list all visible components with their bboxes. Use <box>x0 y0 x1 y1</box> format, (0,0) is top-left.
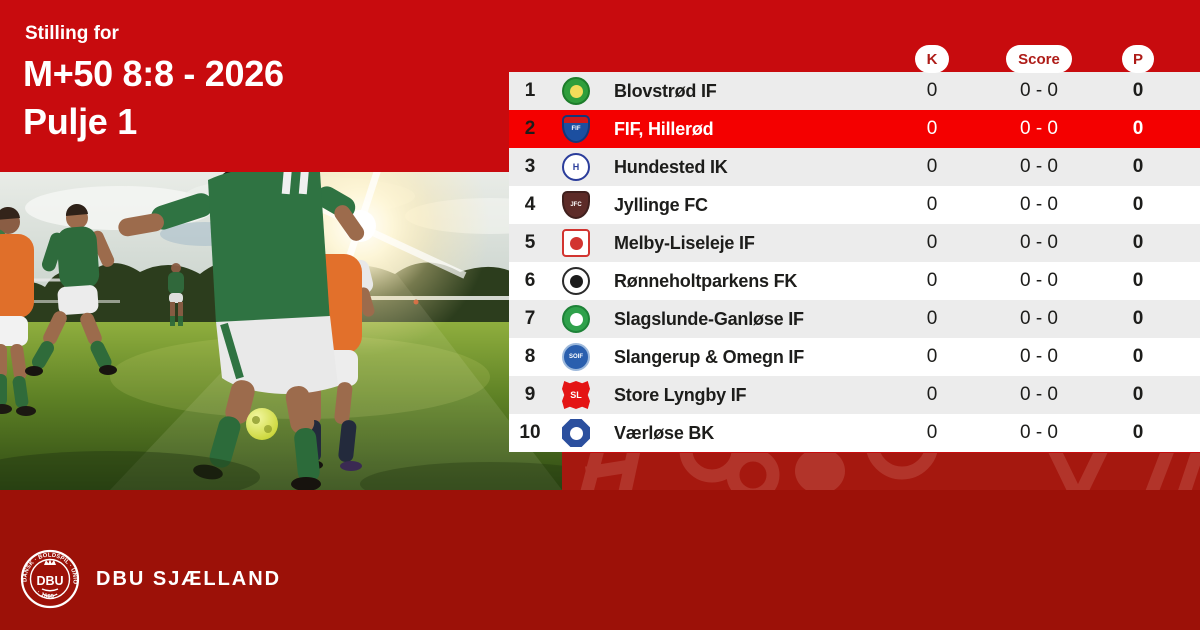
blovstroed-if-crest <box>562 77 590 105</box>
slagslunde-ganloese-if-crest <box>562 305 590 333</box>
column-header-score: Score <box>1006 45 1072 73</box>
matches-played-value: 0 <box>926 232 938 253</box>
page-title: M+50 8:8 - 2026 <box>23 53 284 94</box>
points-value: 0 <box>1132 232 1144 253</box>
svg-text:· 1889 ·: · 1889 · <box>35 590 60 600</box>
table-row: 9 SL Store Lyngby IF 0 0 - 0 0 <box>509 376 1200 414</box>
roenneholtparkens-fk-crest <box>562 267 590 295</box>
standings-table: 1 Blovstrød IF 0 0 - 0 0 2 FIF FIF, Hill… <box>509 72 1200 452</box>
page-subtitle: Pulje 1 <box>23 101 137 142</box>
points-value: 0 <box>1132 80 1144 101</box>
points-value: 0 <box>1132 156 1144 177</box>
team-name: Rønneholtparkens FK <box>614 270 798 291</box>
team-name: Værløse BK <box>614 422 715 443</box>
points-value: 0 <box>1132 270 1144 291</box>
club-logo-cell: SOIF <box>551 343 601 371</box>
column-header-k: K <box>915 45 949 73</box>
points-value: 0 <box>1132 308 1144 329</box>
table-row: 10 Værløse BK 0 0 - 0 0 <box>509 414 1200 452</box>
matches-played-value: 0 <box>926 80 938 101</box>
matches-played-value: 0 <box>926 308 938 329</box>
vaerloese-bk-crest <box>562 419 590 447</box>
melby-liseleje-if-crest <box>562 229 590 257</box>
position-number: 4 <box>524 194 536 215</box>
club-logo-cell: H <box>551 153 601 181</box>
team-name: Hundested IK <box>614 156 728 177</box>
team-name: Melby-Liseleje IF <box>614 232 755 253</box>
score-value: 0 - 0 <box>1019 118 1059 139</box>
store-lyngby-if-crest: SL <box>562 381 590 409</box>
table-row: 6 Rønneholtparkens FK 0 0 - 0 0 <box>509 262 1200 300</box>
team-name: Blovstrød IF <box>614 80 717 101</box>
team-name: Slangerup & Omegn IF <box>614 346 805 367</box>
club-logo-cell: JFC <box>551 191 601 219</box>
table-row: 7 Slagslunde-Ganløse IF 0 0 - 0 0 <box>509 300 1200 338</box>
crest-center-text: DBU <box>36 574 63 588</box>
matches-played-value: 0 <box>926 422 938 443</box>
title-eyebrow: Stilling for <box>25 23 119 44</box>
column-header-p: P <box>1122 45 1154 73</box>
club-logo-cell: FIF <box>551 115 601 143</box>
matches-played-value: 0 <box>926 270 938 291</box>
club-logo-cell: SL <box>551 381 601 409</box>
position-number: 5 <box>524 232 536 253</box>
points-value: 0 <box>1132 346 1144 367</box>
table-row: 5 Melby-Liseleje IF 0 0 - 0 0 <box>509 224 1200 262</box>
club-logo-cell <box>551 419 601 447</box>
football-photo <box>0 172 562 490</box>
position-number: 10 <box>519 422 541 443</box>
footer-band <box>0 490 1200 630</box>
team-name: Jyllinge FC <box>614 194 708 215</box>
crest-crown-icon <box>44 559 56 565</box>
team-name: FIF, Hillerød <box>614 118 714 139</box>
position-number: 1 <box>524 80 536 101</box>
score-value: 0 - 0 <box>1019 384 1059 405</box>
score-value: 0 - 0 <box>1019 422 1059 443</box>
table-row: 3 H Hundested IK 0 0 - 0 0 <box>509 148 1200 186</box>
fif-hilleroed-crest: FIF <box>562 115 590 143</box>
hundested-ik-crest: H <box>562 153 590 181</box>
matches-played-value: 0 <box>926 346 938 367</box>
team-name: Slagslunde-Ganløse IF <box>614 308 804 329</box>
slangerup-omegn-if-crest: SOIF <box>562 343 590 371</box>
points-value: 0 <box>1132 118 1144 139</box>
club-logo-cell <box>551 267 601 295</box>
table-row: 8 SOIF Slangerup & Omegn IF 0 0 - 0 0 <box>509 338 1200 376</box>
team-name: Store Lyngby IF <box>614 384 747 405</box>
score-value: 0 - 0 <box>1019 194 1059 215</box>
dbu-crest-logo: DANSK · BOLDSPIL · UNION · 1889 · DBU <box>20 549 80 609</box>
points-value: 0 <box>1132 384 1144 405</box>
score-value: 0 - 0 <box>1019 80 1059 101</box>
score-value: 0 - 0 <box>1019 346 1059 367</box>
club-logo-cell <box>551 229 601 257</box>
position-number: 3 <box>524 156 536 177</box>
football-scene-illustration <box>0 172 562 490</box>
points-value: 0 <box>1132 422 1144 443</box>
score-value: 0 - 0 <box>1019 156 1059 177</box>
table-header: K Score P <box>509 45 1200 73</box>
matches-played-value: 0 <box>926 156 938 177</box>
club-logo-cell <box>551 77 601 105</box>
matches-played-value: 0 <box>926 384 938 405</box>
position-number: 9 <box>524 384 536 405</box>
jyllinge-fc-crest: JFC <box>562 191 590 219</box>
matches-played-value: 0 <box>926 194 938 215</box>
club-logo-cell <box>551 305 601 333</box>
position-number: 8 <box>524 346 536 367</box>
dbu-watermark-pattern-icon <box>580 453 1200 490</box>
matches-played-value: 0 <box>926 118 938 139</box>
table-row: 2 FIF FIF, Hillerød 0 0 - 0 0 <box>509 110 1200 148</box>
position-number: 2 <box>524 118 536 139</box>
position-number: 7 <box>524 308 536 329</box>
organization-name: DBU SJÆLLAND <box>96 568 282 590</box>
table-row: 1 Blovstrød IF 0 0 - 0 0 <box>509 72 1200 110</box>
table-row: 4 JFC Jyllinge FC 0 0 - 0 0 <box>509 186 1200 224</box>
score-value: 0 - 0 <box>1019 270 1059 291</box>
position-number: 6 <box>524 270 536 291</box>
score-value: 0 - 0 <box>1019 232 1059 253</box>
score-value: 0 - 0 <box>1019 308 1059 329</box>
points-value: 0 <box>1132 194 1144 215</box>
crest-year-text: · 1889 · <box>35 590 59 600</box>
